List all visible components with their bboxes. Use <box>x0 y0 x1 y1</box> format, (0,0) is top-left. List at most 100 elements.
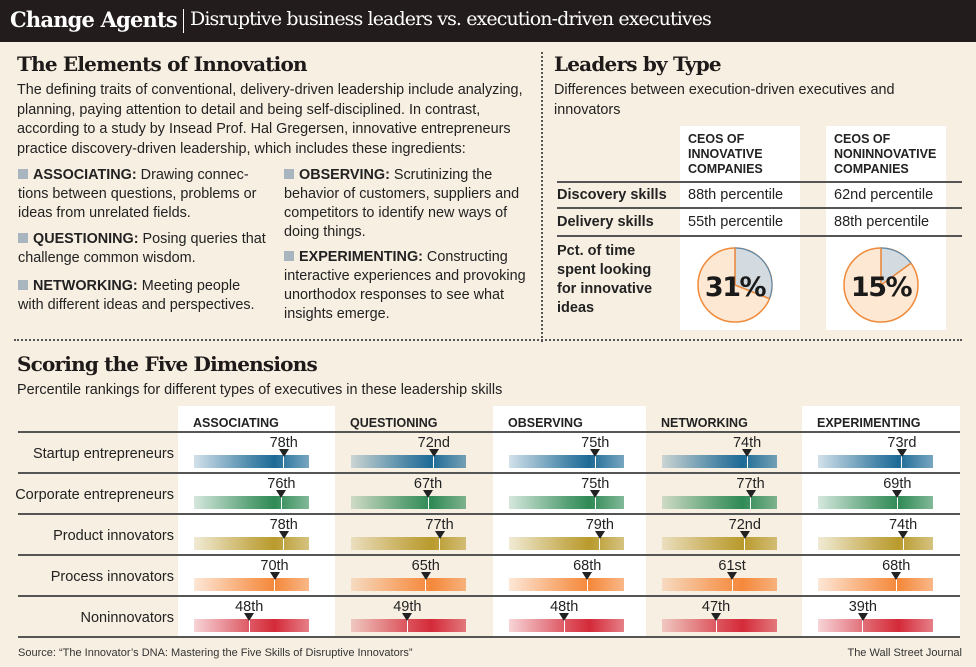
score-bar <box>351 619 466 632</box>
score-value-label: 49th <box>393 599 422 615</box>
score-marker-line <box>594 455 596 468</box>
score-marker-icon <box>420 572 431 580</box>
header-divider <box>183 9 184 33</box>
score-value-label: 73rd <box>887 435 917 451</box>
score-bar <box>662 537 777 550</box>
score-bar <box>509 496 624 509</box>
score-marker-icon <box>278 449 289 457</box>
score-marker-icon <box>727 572 738 580</box>
header-subtitle: Disruptive business leaders vs. executio… <box>190 8 712 30</box>
scoring-column-bg <box>802 406 960 638</box>
score-marker-line <box>902 537 904 550</box>
score-marker-icon <box>244 613 255 621</box>
pie-chart-noninnovative: 15% <box>843 247 919 323</box>
scoring-rule <box>18 513 960 515</box>
element-term: QUESTIONING: <box>33 231 139 247</box>
score-marker-line <box>896 496 898 509</box>
score-bar <box>194 537 309 550</box>
scoring-row-label: Noninnovators <box>80 610 175 626</box>
score-marker-line <box>433 455 435 468</box>
score-marker-icon <box>559 613 570 621</box>
leaders-row-label: Discovery skills <box>557 187 667 203</box>
score-bar <box>351 455 466 468</box>
score-bar <box>509 578 624 591</box>
scoring-rule <box>18 554 960 556</box>
leaders-rule <box>557 207 962 209</box>
score-marker-icon <box>891 572 902 580</box>
element-item: QUESTIONING: Posing queries that challen… <box>18 230 268 268</box>
score-marker-icon <box>898 531 909 539</box>
score-marker-line <box>248 619 250 632</box>
element-description: Scrutinizing the behavior of customers, … <box>284 167 520 240</box>
score-value-label: 69th <box>883 476 912 492</box>
bullet-square-icon <box>284 251 294 261</box>
score-value-label: 72nd <box>417 435 450 451</box>
leaders-cell: 62nd percentile <box>834 187 934 203</box>
score-value-label: 77th <box>425 517 454 533</box>
score-marker-line <box>594 496 596 509</box>
score-marker-line <box>895 578 897 591</box>
element-term: NETWORKING: <box>33 278 138 294</box>
bullet-square-icon <box>18 280 28 290</box>
score-value-label: 61st <box>718 558 746 574</box>
element-item: OBSERVING: Scrutinizing the behavior of … <box>284 166 534 242</box>
score-marker-icon <box>892 490 903 498</box>
scoring-subtitle: Percentile rankings for different types … <box>17 382 503 398</box>
score-marker-icon <box>582 572 593 580</box>
score-marker-icon <box>434 531 445 539</box>
score-value-label: 75th <box>581 435 610 451</box>
scoring-column-header: EXPERIMENTING <box>817 416 921 430</box>
score-value-label: 39th <box>848 599 877 615</box>
element-item: NETWORKING: Meeting people with differen… <box>18 277 268 315</box>
score-marker-line <box>901 455 903 468</box>
scoring-rule <box>18 595 960 597</box>
element-item: ASSOCIATING: Drawing connec­tions betwee… <box>18 166 268 223</box>
leaders-title: Leaders by Type <box>554 52 722 76</box>
score-bar <box>818 619 933 632</box>
score-value-label: 65th <box>411 558 440 574</box>
score-value-label: 76th <box>267 476 296 492</box>
score-marker-icon <box>857 613 868 621</box>
pie-row-label: Pct. of time spent looking for innovativ… <box>557 243 653 316</box>
bullet-square-icon <box>18 233 28 243</box>
leaders-cell: 88th percentile <box>834 214 930 230</box>
element-term: OBSERVING: <box>299 167 390 183</box>
vertical-divider <box>541 52 543 342</box>
score-marker-icon <box>269 572 280 580</box>
score-marker-line <box>750 496 752 509</box>
scoring-column-bg <box>178 406 335 638</box>
score-bar <box>818 537 933 550</box>
score-bar <box>351 578 466 591</box>
score-bar <box>194 455 309 468</box>
score-value-label: 68th <box>882 558 911 574</box>
score-bar <box>194 496 309 509</box>
scoring-column-header: OBSERVING <box>508 416 583 430</box>
pie-radius <box>734 284 770 300</box>
score-marker-line <box>283 455 285 468</box>
pie-value-label: 15% <box>851 272 913 303</box>
score-marker-line <box>427 496 429 509</box>
element-description: Drawing connec­tions between questions, … <box>18 167 257 221</box>
leaders-header-noninnovative: CEOS OF NONINNOVATIVE COMPANIES <box>834 132 937 176</box>
pie-slice <box>734 247 773 300</box>
score-marker-line <box>280 496 282 509</box>
score-value-label: 67th <box>413 476 443 492</box>
scoring-column-header: ASSOCIATING <box>193 416 279 430</box>
score-marker-line <box>744 537 746 550</box>
element-term: ASSOCIATING: <box>33 167 137 183</box>
score-bar <box>662 455 777 468</box>
leaders-cell: 55th percentile <box>688 214 784 230</box>
score-marker-icon <box>742 449 753 457</box>
score-value-label: 78th <box>269 435 298 451</box>
pie-value-label: 31% <box>705 272 767 303</box>
elements-title: The Elements of Innovation <box>17 52 308 76</box>
score-marker-icon <box>590 449 601 457</box>
score-bar <box>818 578 933 591</box>
score-marker-icon <box>594 531 605 539</box>
pie-chart-innovative: 31% <box>697 247 773 323</box>
score-marker-icon <box>428 449 439 457</box>
scoring-rule <box>18 431 960 433</box>
leaders-subtitle: Differences between execution-driven exe… <box>554 82 895 118</box>
scoring-column-bg <box>493 406 646 638</box>
score-marker-line <box>715 619 717 632</box>
